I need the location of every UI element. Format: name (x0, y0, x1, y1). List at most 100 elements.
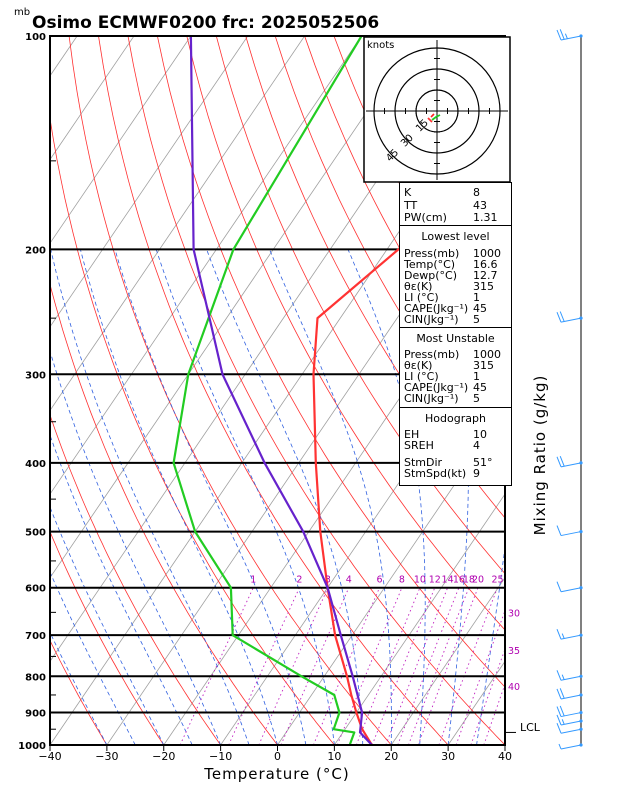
hodograph-params-title: Hodograph (425, 412, 486, 425)
ll-label: CAPE(Jkg⁻¹) (404, 302, 469, 315)
mixing-ratio-label: 14 (442, 575, 454, 586)
wind-barb-feather (564, 33, 568, 39)
wind-barb-staff (560, 720, 582, 726)
dry-adiabat (186, 36, 505, 631)
temperature-tick-label: 0 (274, 750, 281, 763)
mu-value: 45 (473, 381, 487, 394)
mixing-ratio-line (371, 587, 436, 745)
pressure-tick-label: 800 (25, 672, 46, 683)
temperature-tick-label: 30 (441, 750, 455, 763)
mixing-ratio-label: 8 (399, 575, 405, 586)
wind-barb-staff (560, 634, 582, 640)
mixing-ratio-line (385, 587, 449, 745)
wind-barb-feather (561, 674, 565, 680)
dry-adiabat (540, 36, 618, 745)
mu-label: Press(mb) (404, 348, 460, 361)
temperature-tick-label: 20 (384, 750, 398, 763)
mu-value: 1000 (473, 348, 501, 361)
isotherm (562, 36, 618, 745)
mixing-ratio-label: 35 (508, 646, 520, 657)
wind-barb-staff (560, 587, 582, 593)
lcl-label: LCL (520, 721, 541, 734)
mixing-ratio-line (397, 587, 460, 745)
moist-adiabat (80, 249, 278, 745)
pressure-tick-label: 700 (25, 631, 46, 642)
mixing-ratio-label: 16 (453, 575, 465, 586)
mu-label: CIN(Jkg⁻¹) (404, 392, 459, 405)
mixing-ratio-label: 30 (508, 608, 520, 619)
mixing-ratio-label: 2 (296, 575, 302, 586)
hodograph-trace (427, 117, 433, 123)
isotherm (106, 158, 505, 745)
mixing-ratio-line (355, 587, 421, 745)
hp-value: 4 (473, 439, 480, 452)
most-unstable-title: Most Unstable (416, 332, 495, 345)
isotherm (50, 36, 192, 244)
ll-label: Dewp(°C) (404, 269, 457, 282)
ll-label: Temp(°C) (404, 258, 456, 271)
wind-barb (556, 525, 583, 537)
ll-label: LI (°C) (404, 291, 439, 304)
temperature-tick-label: −40 (38, 750, 61, 763)
wind-barb (556, 688, 583, 700)
mu-value: 1 (473, 370, 480, 383)
mixing-ratio-label: 40 (508, 682, 520, 693)
dry-adiabat (50, 639, 108, 745)
dry-adiabat (157, 36, 505, 688)
wind-barb (556, 714, 583, 726)
wind-barb-feather (559, 29, 565, 40)
dewpoint-profile (172, 36, 363, 745)
ll-value: 45 (473, 302, 487, 315)
pressure-tick-label: 300 (25, 370, 46, 381)
wind-barb (556, 456, 583, 468)
wind-barb-feather (559, 311, 565, 322)
pressure-tick-label: 900 (25, 709, 46, 720)
hp-label: StmDir (404, 456, 443, 469)
wind-barb (556, 311, 583, 323)
wind-barb (556, 628, 583, 640)
moist-adiabat (50, 571, 136, 745)
wind-barb (556, 581, 583, 593)
wind-barb-staff (560, 728, 582, 734)
wind-barb-staff (560, 462, 582, 468)
wind-barb-feather (556, 714, 562, 726)
dry-adiabat (50, 282, 278, 745)
wind-barb-feather (561, 633, 565, 639)
parcel-path (189, 36, 373, 745)
pressure-tick-label: 500 (25, 528, 46, 539)
dry-adiabat (98, 36, 449, 745)
wind-barb-feather (556, 706, 562, 717)
storm-motion-marker (430, 113, 435, 118)
temperature-tick-label: −20 (152, 750, 175, 763)
dry-adiabat (50, 116, 335, 745)
ll-value: 12.7 (473, 269, 498, 282)
dry-adiabat (68, 36, 392, 745)
wind-barb-staff (560, 317, 582, 323)
mu-label: θε(K) (404, 359, 433, 372)
hp-label: EH (404, 428, 420, 441)
temperature-tick-label: −10 (209, 750, 232, 763)
wind-barb-staff (560, 35, 582, 41)
mixing-ratio-line (280, 587, 350, 745)
wind-barb-feather (559, 705, 565, 717)
mixing-ratio-label: 3 (325, 575, 331, 586)
pressure-tick-label: 200 (25, 245, 46, 256)
wind-barb-staff (560, 694, 582, 700)
dry-adiabat (215, 36, 505, 575)
tt-index-label: TT (404, 199, 418, 212)
wind-barb-feather (556, 723, 562, 734)
ll-value: 16.6 (473, 258, 498, 271)
mixing-ratio-label: 20 (472, 575, 484, 586)
isotherm (50, 36, 362, 495)
wind-barb-feather (556, 456, 562, 468)
wind-barb-column (556, 29, 583, 750)
isotherm (50, 36, 249, 328)
moist-adiabat (50, 631, 108, 745)
ll-value: 1000 (473, 247, 501, 260)
mixing-ratio-label: 1 (250, 575, 256, 586)
ll-label: θε(K) (404, 280, 433, 293)
mixing-ratio-line (228, 587, 300, 745)
wind-barb (558, 743, 583, 750)
